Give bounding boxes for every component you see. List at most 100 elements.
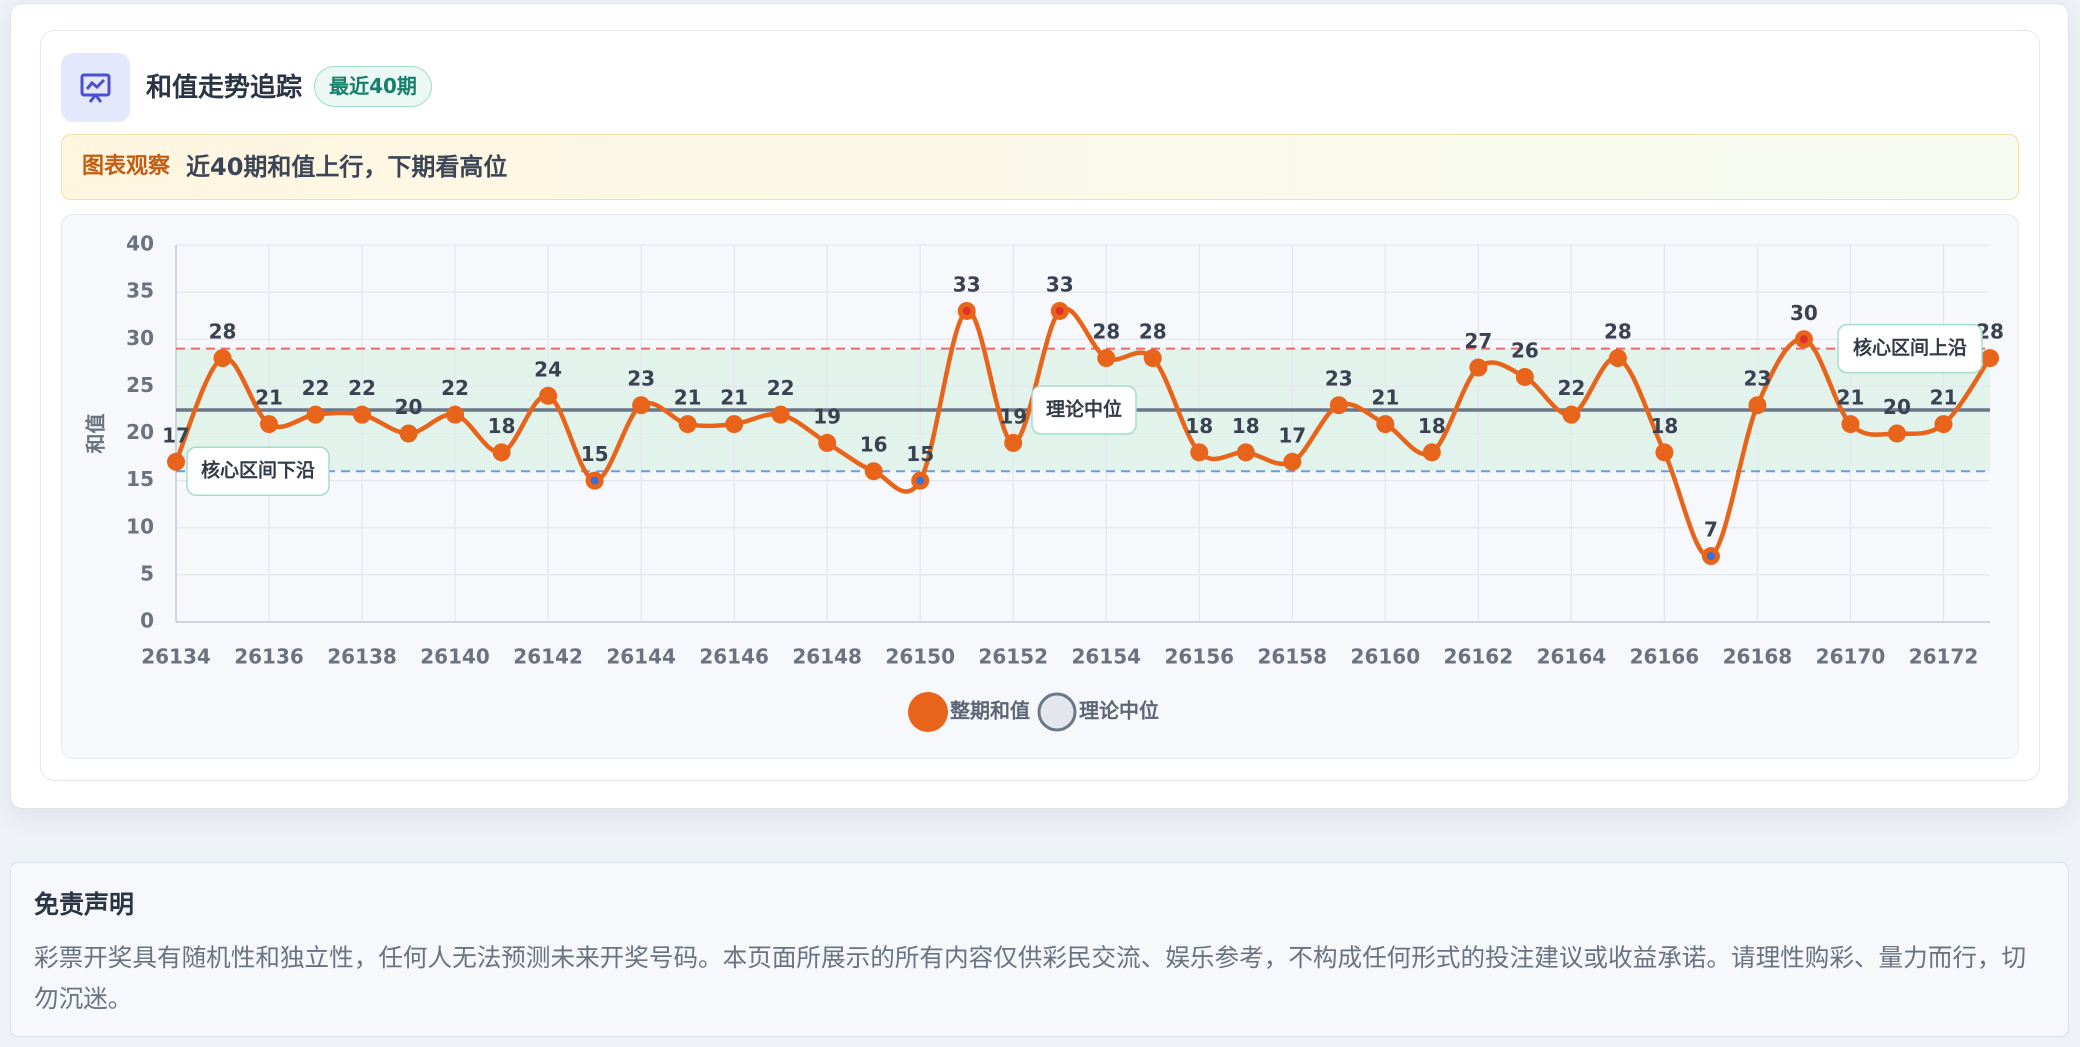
- data-label: 30: [1790, 301, 1818, 325]
- y-tick-label: 40: [126, 232, 154, 256]
- y-tick-label: 30: [126, 326, 154, 350]
- point: [1190, 443, 1209, 462]
- data-label: 18: [1185, 414, 1213, 438]
- data-label: 20: [395, 395, 423, 419]
- point: [260, 415, 279, 434]
- data-label: 18: [1418, 414, 1446, 438]
- data-label: 16: [860, 433, 888, 457]
- data-label: 7: [1704, 518, 1718, 542]
- data-label: 23: [1744, 367, 1772, 391]
- y-axis-label: 和值: [84, 414, 108, 454]
- low-dot: [590, 476, 599, 485]
- legend-marker: [908, 692, 948, 732]
- x-tick-label: 26142: [513, 645, 583, 669]
- data-label: 15: [906, 442, 934, 466]
- x-tick-label: 26166: [1630, 645, 1700, 669]
- data-label: 23: [627, 367, 655, 391]
- point: [1841, 415, 1860, 434]
- upper-label-box: [1837, 323, 1983, 374]
- data-label: 18: [1650, 414, 1678, 438]
- low-dot: [1706, 552, 1715, 561]
- data-label: 28: [1139, 320, 1167, 344]
- data-label: 17: [162, 423, 190, 447]
- data-label: 22: [1557, 376, 1585, 400]
- y-tick-label: 10: [126, 514, 154, 538]
- data-label: 21: [255, 386, 283, 410]
- point: [306, 405, 325, 424]
- x-tick-label: 26168: [1723, 645, 1793, 669]
- disclaimer-box: [10, 862, 2069, 1037]
- data-label: 27: [1464, 329, 1492, 353]
- data-label: 21: [1371, 386, 1399, 410]
- point: [1934, 415, 1953, 434]
- data-label: 28: [209, 320, 237, 344]
- point: [213, 349, 232, 368]
- disclaimer-title: 免责声明: [34, 890, 135, 919]
- point: [1004, 433, 1023, 452]
- point: [1515, 367, 1534, 386]
- data-label: 18: [1232, 414, 1260, 438]
- observation-text: 近40期和值上行，下期看高位: [186, 153, 508, 181]
- point: [1422, 443, 1441, 462]
- data-label: 33: [1046, 272, 1074, 296]
- point: [1329, 396, 1348, 415]
- data-label: 22: [302, 376, 330, 400]
- point: [353, 405, 372, 424]
- y-tick-label: 0: [140, 609, 154, 633]
- x-tick-label: 26150: [885, 645, 955, 669]
- x-tick-label: 26160: [1351, 645, 1421, 669]
- point: [1097, 349, 1116, 368]
- x-tick-label: 26154: [1071, 645, 1141, 669]
- data-label: 22: [767, 376, 795, 400]
- point: [864, 462, 883, 481]
- lower-label-box: [186, 446, 330, 496]
- data-label: 22: [348, 376, 376, 400]
- point: [446, 405, 465, 424]
- point: [1236, 443, 1255, 462]
- data-label: 19: [813, 404, 841, 428]
- x-tick-label: 26140: [420, 645, 490, 669]
- data-label: 21: [674, 386, 702, 410]
- data-label: 28: [1092, 320, 1120, 344]
- x-tick-label: 26148: [792, 645, 862, 669]
- point: [818, 433, 837, 452]
- data-label: 18: [488, 414, 516, 438]
- data-label: 23: [1325, 367, 1353, 391]
- point: [1608, 349, 1627, 368]
- upper-label: 核心区间上沿: [1853, 336, 1967, 359]
- x-tick-label: 26170: [1816, 645, 1886, 669]
- data-label: 21: [1930, 386, 1958, 410]
- x-tick-label: 26156: [1164, 645, 1234, 669]
- x-tick-label: 26138: [327, 645, 397, 669]
- observation-bar: [61, 134, 2019, 200]
- point: [1887, 424, 1906, 443]
- observation-label: 图表观察: [82, 154, 171, 179]
- point: [771, 405, 790, 424]
- point: [1376, 415, 1395, 434]
- data-label: 20: [1883, 395, 1911, 419]
- y-tick-label: 5: [140, 561, 154, 585]
- high-dot: [962, 306, 971, 315]
- x-tick-label: 26172: [1909, 645, 1979, 669]
- data-label: 28: [1604, 320, 1632, 344]
- x-tick-label: 26164: [1537, 645, 1607, 669]
- point: [725, 415, 744, 434]
- point: [1469, 358, 1488, 377]
- point: [678, 415, 697, 434]
- high-dot: [1055, 306, 1064, 315]
- data-label: 33: [953, 272, 981, 296]
- y-tick-label: 25: [126, 373, 154, 397]
- median-label-box: [1031, 385, 1137, 435]
- legend-label: 理论中位: [1079, 699, 1159, 723]
- point: [167, 452, 185, 471]
- card-title: 和值走势追踪: [146, 73, 303, 103]
- point: [399, 424, 418, 443]
- y-tick-label: 20: [126, 420, 154, 444]
- point: [492, 443, 511, 462]
- point: [1981, 349, 1999, 368]
- high-dot: [1799, 335, 1808, 344]
- data-label: 15: [581, 442, 609, 466]
- x-tick-label: 26144: [606, 645, 676, 669]
- point: [1562, 405, 1581, 424]
